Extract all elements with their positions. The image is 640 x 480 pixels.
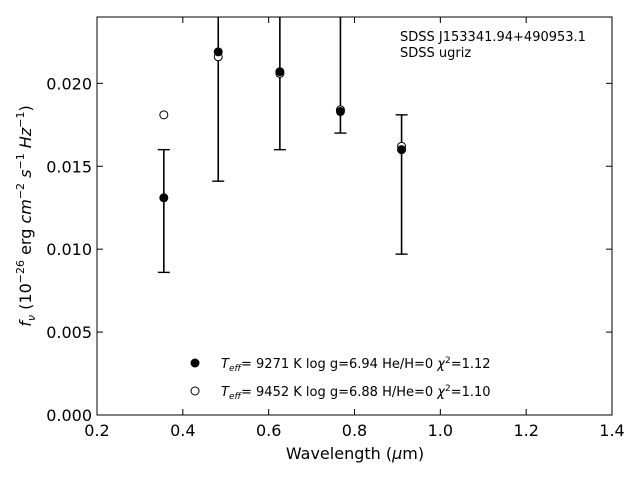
legend-marker [190, 358, 200, 368]
data-point-filled [275, 67, 285, 77]
data-point-filled [335, 107, 345, 117]
legend-label: Teff= 9452 K log g=6.88 H/He=0 χ2=1.10 [221, 384, 491, 402]
legend-label: Teff= 9271 K log g=6.94 He/H=0 χ2=1.12 [221, 356, 491, 374]
x-tick-label: 1.2 [513, 421, 538, 440]
y-tick-label: 0.015 [46, 157, 92, 176]
y-axis-title: fν (10−26 erg cm−2 s−1 Hz−1) [14, 105, 38, 326]
y-tick-label: 0.020 [46, 74, 92, 93]
legend-marker [190, 386, 200, 396]
y-tick-label: 0.010 [46, 240, 92, 259]
x-tick-label: 0.8 [342, 421, 367, 440]
data-point-filled [213, 47, 223, 57]
legend: Teff= 9271 K log g=6.94 He/H=0 χ2=1.12 Te… [190, 356, 491, 402]
y-tick-label: 0.005 [46, 323, 92, 342]
annotation-object-name: SDSS J153341.94+490953.1 [400, 30, 586, 45]
x-tick-label: 0.6 [256, 421, 281, 440]
plot-frame [96, 16, 613, 416]
y-tick-label: 0.000 [46, 406, 92, 425]
x-tick-label: 0.4 [170, 421, 195, 440]
x-axis-title: Wavelength (μm) [286, 444, 424, 463]
data-point-filled [397, 145, 407, 155]
data-point-filled [159, 193, 169, 203]
data-point-open [159, 110, 169, 120]
x-tick-label: 1.0 [428, 421, 453, 440]
annotation-photometry: SDSS ugriz [400, 46, 471, 61]
x-tick-label: 1.4 [599, 421, 624, 440]
x-tick-label: 0.2 [84, 421, 109, 440]
